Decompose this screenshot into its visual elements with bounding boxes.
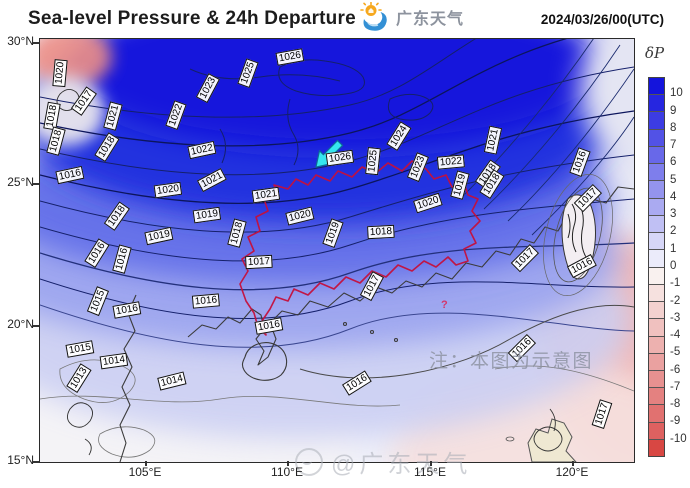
- pressure-map-graphic: [40, 39, 634, 462]
- colorbar-cell: [649, 370, 664, 389]
- lon-axis-label: 115°E: [414, 465, 446, 479]
- lat-axis-label: 20°N: [7, 317, 34, 331]
- colorbar-cell: [649, 405, 664, 423]
- colorbar-cell: [649, 388, 664, 406]
- colorbar-cell: [649, 129, 664, 147]
- lat-tick: [32, 461, 39, 463]
- colorbar-cell: [649, 233, 664, 251]
- colorbar-tick-label: -9: [670, 415, 681, 428]
- brand-name: 广东天气: [396, 11, 465, 28]
- colorbar-cell: [649, 198, 664, 216]
- colorbar-tick-label: 4: [670, 190, 677, 203]
- colorbar-tick-label: 0: [670, 260, 677, 272]
- lon-axis-label: 120°E: [555, 465, 589, 479]
- lat-axis-label: 30°N: [7, 34, 34, 48]
- page-title: Sea-level Pressure & 24h Departure: [28, 8, 356, 29]
- colorbar-cell: [649, 95, 664, 113]
- note-watermark: 注：本图为示意图: [429, 351, 594, 372]
- map-area: 1026 1025 1023 1022 1022 1024 1026 1025 1023 1022…: [39, 38, 635, 463]
- colorbar-cell: [649, 302, 664, 320]
- colorbar-tick-label: 10: [670, 87, 683, 100]
- datetime-label: 2024/03/26/00(UTC): [540, 12, 664, 27]
- colorbar-tick-label: 1: [670, 242, 677, 255]
- colorbar-cell: [649, 215, 664, 234]
- watermark-text: @广东天气: [331, 451, 472, 478]
- colorbar-cell: [649, 112, 664, 130]
- lon-axis-label: 110°E: [271, 465, 303, 479]
- colorbar-title: δP: [645, 44, 665, 62]
- colorbar-tick-label: -5: [670, 346, 681, 359]
- colorbar-tick-label: -8: [670, 398, 681, 411]
- colorbar-cell: [649, 284, 664, 303]
- colorbar-tick-label: -3: [670, 311, 681, 324]
- colorbar-cell: [649, 336, 664, 354]
- colorbar-tick-label: 2: [670, 225, 677, 238]
- colorbar-tick-label: 5: [670, 173, 677, 186]
- lat-tick: [32, 183, 39, 185]
- lat-tick: [32, 325, 39, 327]
- colorbar-tick-label: -7: [670, 380, 681, 393]
- brand-logo-icon: [360, 2, 387, 31]
- lat-tick: [32, 42, 39, 44]
- colorbar-cell: [649, 439, 664, 457]
- lat-axis-label: 25°N: [7, 175, 34, 189]
- lat-axis-label: 15°N: [7, 453, 34, 467]
- colorbar-tick-label: 6: [670, 156, 677, 169]
- marks-layer: ?: [40, 39, 634, 462]
- colorbar-tick-label: -6: [670, 363, 681, 376]
- colorbar-cell: [649, 250, 664, 268]
- colorbar: [648, 77, 665, 457]
- bottom-watermark: @广东天气: [295, 444, 471, 479]
- colorbar-tick-label: -1: [670, 277, 681, 290]
- watermark-logo-icon: [295, 447, 323, 476]
- colorbar-tick-label: -10: [670, 432, 687, 445]
- colorbar-cell: [649, 181, 664, 199]
- colorbar-tick-label: 9: [670, 104, 677, 117]
- colorbar-tick-label: -2: [670, 294, 681, 307]
- colorbar-tick-label: 7: [670, 139, 677, 152]
- lon-tick: [287, 461, 289, 466]
- lon-tick: [572, 461, 574, 466]
- lon-axis-label: 105°E: [128, 465, 162, 479]
- lon-tick: [145, 461, 147, 466]
- colorbar-cell: [649, 422, 664, 440]
- map-mark: ?: [441, 299, 448, 311]
- lon-tick: [430, 461, 432, 466]
- colorbar-cell: [649, 353, 664, 371]
- colorbar-tick-label: 3: [670, 208, 677, 221]
- colorbar-cell: [649, 267, 664, 285]
- colorbar-tick-label: 8: [670, 121, 677, 134]
- luzon-island: [505, 408, 577, 462]
- colorbar-cell: [649, 164, 664, 182]
- brand: 广东天气: [358, 2, 464, 32]
- colorbar-tick-label: -4: [670, 329, 681, 342]
- colorbar-cell: [649, 78, 664, 96]
- colorbar-cell: [649, 319, 664, 337]
- colorbar-cell: [649, 146, 664, 165]
